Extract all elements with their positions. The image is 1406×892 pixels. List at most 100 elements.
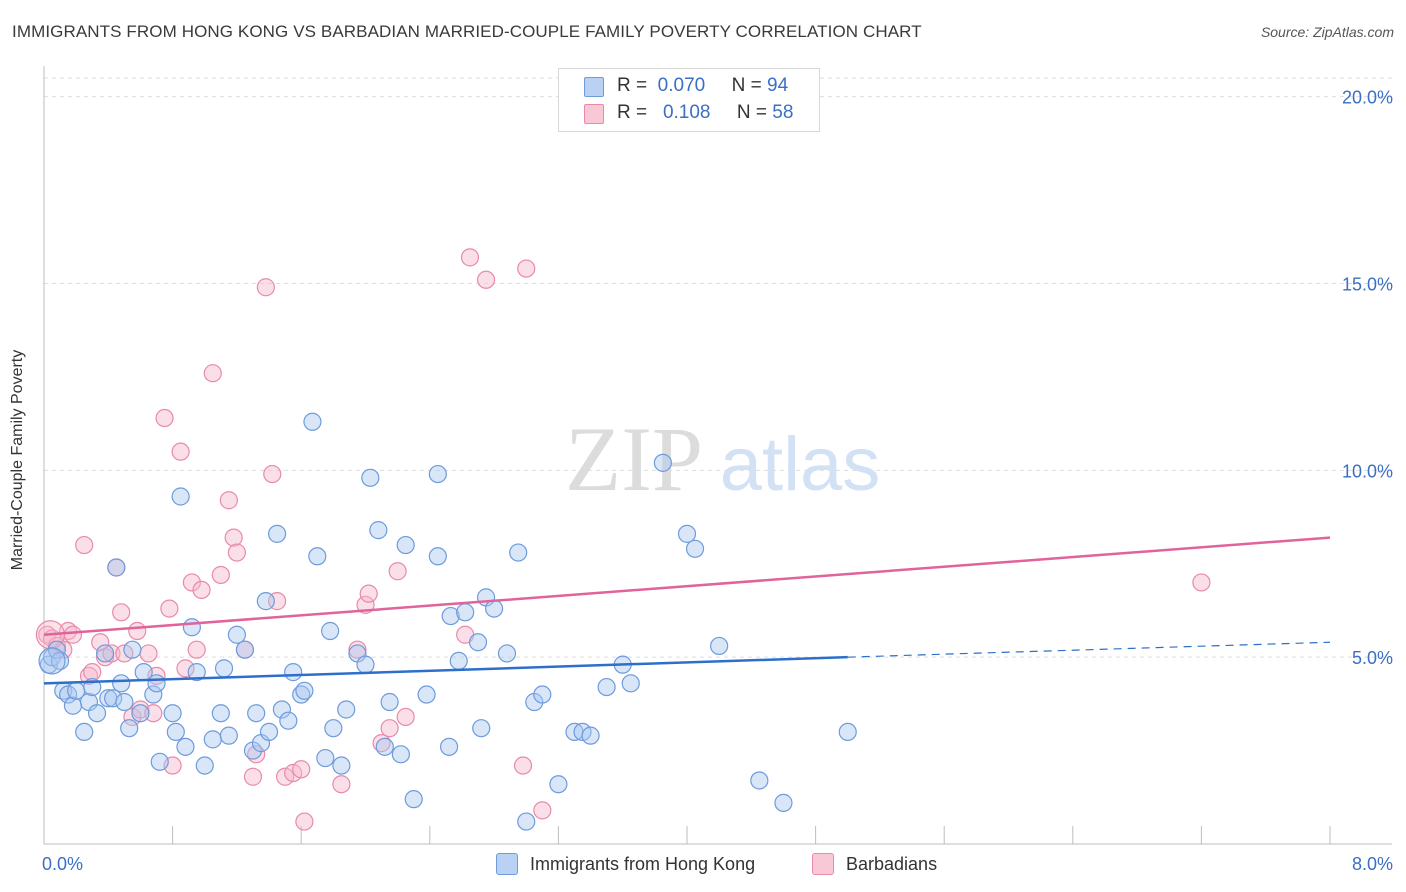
y-tick-label: 10.0%: [1342, 461, 1393, 481]
legend-swatch-pink: [584, 104, 604, 124]
bottom-legend-swatch-blue: [496, 853, 518, 875]
hong-kong-point: [356, 655, 375, 674]
hong-kong-point: [380, 692, 399, 712]
hong-kong-point: [259, 722, 279, 742]
barbadians-point: [292, 760, 311, 779]
hong-kong-point: [509, 543, 528, 562]
hong-kong-point: [150, 752, 169, 771]
legend-text-hong-kong: R = 0.070 N = 94: [617, 75, 789, 96]
barbadians-point: [128, 621, 147, 641]
hong-kong-point: [123, 640, 142, 659]
hong-kong-point: [685, 539, 705, 558]
barbadians-point: [380, 719, 399, 738]
hong-kong-point: [115, 692, 134, 712]
hong-kong-point: [131, 704, 150, 723]
legend-r-value: 0.108: [662, 102, 711, 123]
hong-kong-point: [533, 685, 552, 704]
hong-kong-point: [428, 464, 447, 484]
hong-kong-point: [417, 685, 436, 704]
y-tick-label: 5.0%: [1352, 648, 1393, 668]
barbadians-point: [295, 812, 314, 831]
hong-kong-point: [256, 592, 275, 611]
hong-kong-point: [369, 521, 388, 540]
y-axis-label: Married-Couple Family Poverty: [9, 349, 26, 571]
barbadians-point: [533, 801, 552, 820]
barbadians-point: [102, 644, 121, 663]
legend-r-value: 0.070: [657, 75, 706, 96]
barbadians-point: [187, 640, 206, 659]
barbadians-point: [517, 259, 536, 278]
hong-kong-point: [497, 644, 517, 663]
hong-kong-point: [653, 453, 672, 472]
barbadians-point: [224, 528, 243, 547]
hong-kong-point: [391, 745, 410, 764]
hong-kong-point: [316, 748, 335, 768]
hong-kong-point: [163, 704, 182, 723]
hong-kong-point: [404, 790, 423, 809]
x-tick-label: 8.0%: [1352, 854, 1393, 874]
hong-kong-point: [247, 704, 266, 723]
hong-kong-point: [214, 659, 234, 678]
hong-kong-points: [38, 412, 857, 831]
hong-kong-point: [227, 625, 246, 644]
legend-n-value: 94: [767, 75, 789, 96]
hong-kong-point: [456, 603, 475, 622]
hong-kong-point: [332, 756, 351, 775]
barbadians-point: [75, 535, 94, 555]
barbadians-point: [160, 599, 179, 618]
y-tick-label: 15.0%: [1342, 275, 1393, 295]
barbadians-point: [1192, 573, 1211, 592]
hong-kong-point: [104, 689, 123, 708]
hong-kong-point: [449, 651, 468, 671]
barbadians-point: [63, 625, 83, 644]
grid-lines: [44, 77, 1392, 658]
source-label: Source: ZipAtlas.com: [1260, 24, 1394, 40]
hong-kong-point: [182, 618, 201, 637]
hong-kong-point: [279, 711, 298, 730]
barbadians-point: [176, 659, 195, 678]
hong-kong-point: [38, 647, 66, 675]
hong-kong-point: [187, 663, 206, 682]
hong-kong-point: [75, 722, 94, 742]
hong-kong-point: [677, 524, 697, 543]
barbadians-point: [144, 704, 163, 723]
legend-text-barbadians: R = 0.108 N = 58: [617, 102, 794, 123]
hong-kong-point: [272, 700, 292, 719]
watermark: ZIP atlas: [565, 408, 880, 510]
x-tick-label: 0.0%: [42, 854, 83, 874]
hong-kong-point: [303, 412, 322, 431]
barbadians-point: [139, 644, 158, 663]
hong-kong-point: [63, 696, 83, 715]
hong-kong-point: [597, 677, 616, 697]
hong-kong-point: [147, 674, 166, 693]
hong-kong-point: [120, 719, 139, 738]
hong-kong-point: [375, 737, 394, 756]
barbadians-points: [35, 248, 1211, 831]
axes: [43, 66, 1392, 845]
bottom-legend-barbadians: Barbadians: [812, 852, 937, 876]
hong-kong-point: [267, 524, 287, 543]
trend-lines: [43, 536, 1331, 685]
hong-kong-trend-extension: [847, 641, 1331, 658]
hong-kong-point: [517, 812, 536, 831]
hong-kong-point: [47, 640, 66, 659]
barbadians-point: [171, 442, 190, 461]
barbadians-point: [112, 603, 131, 622]
barbadians-point: [359, 584, 378, 603]
hong-kong-trend-line: [43, 655, 848, 685]
barbadians-point: [263, 464, 282, 484]
bottom-legend-label-barbadians: Barbadians: [846, 853, 938, 874]
hong-kong-point: [472, 719, 491, 738]
hong-kong-point: [441, 606, 460, 626]
tick-labels: 5.0% 10.0% 15.0% 20.0% 0.0% 8.0%: [42, 88, 1393, 874]
barbadians-point: [243, 767, 263, 786]
hong-kong-point: [324, 719, 343, 738]
y-tick-label: 20.0%: [1342, 88, 1393, 108]
legend-n-value: 58: [772, 102, 794, 123]
barbadians-point: [182, 573, 201, 592]
legend-swatch-blue: [584, 77, 604, 97]
hong-kong-point: [774, 793, 793, 812]
hong-kong-point: [176, 737, 195, 756]
hong-kong-point: [361, 468, 380, 487]
